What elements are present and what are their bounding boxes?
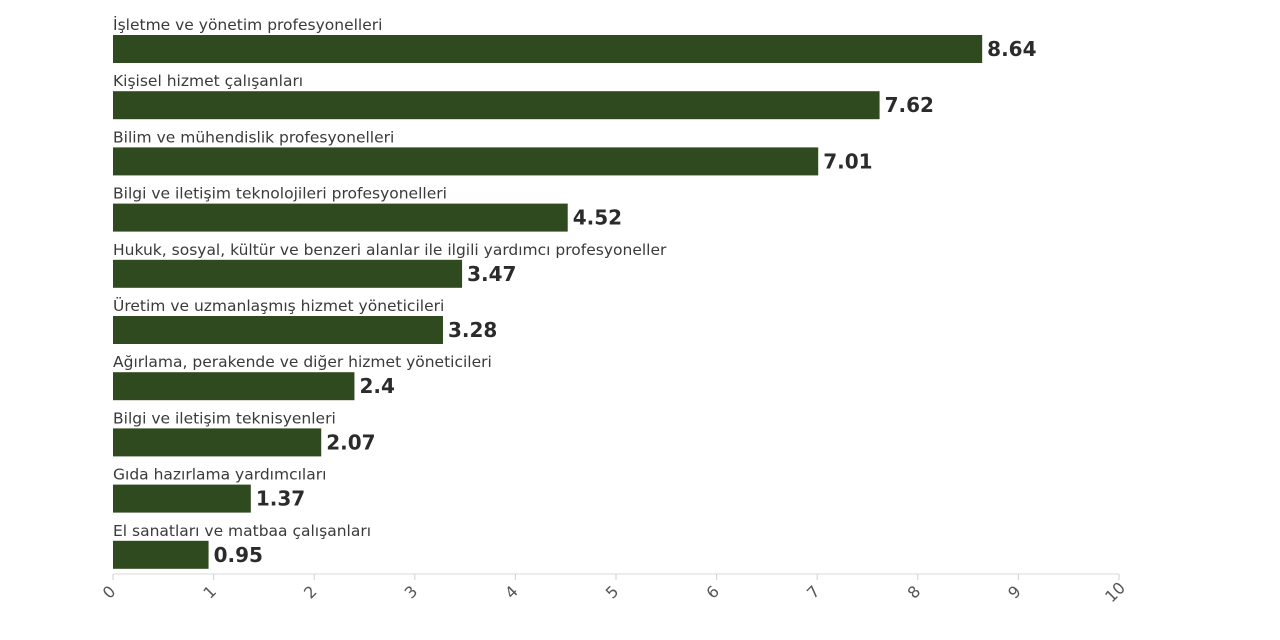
bar xyxy=(113,484,251,513)
value-label: 1.37 xyxy=(256,487,305,511)
category-label: Ağırlama, perakende ve diğer hizmet yöne… xyxy=(113,353,492,371)
value-label: 7.01 xyxy=(823,149,872,173)
category-label: Gıda hazırlama yardımcıları xyxy=(113,466,326,484)
x-tick-label: 9 xyxy=(1004,582,1025,603)
value-label: 3.47 xyxy=(467,262,516,286)
x-tick-label: 4 xyxy=(501,582,522,603)
bar xyxy=(113,259,463,288)
value-label: 2.07 xyxy=(326,430,375,454)
value-label: 4.52 xyxy=(573,206,622,230)
value-label: 0.95 xyxy=(214,543,263,567)
category-label: Bilim ve mühendislik profesyonelleri xyxy=(113,128,394,146)
value-label: 7.62 xyxy=(885,93,934,117)
bar xyxy=(113,372,355,401)
x-tick-label: 0 xyxy=(99,582,120,603)
bar xyxy=(113,35,983,63)
bar xyxy=(113,203,568,232)
category-label: Hukuk, sosyal, kültür ve benzeri alanlar… xyxy=(113,241,667,259)
category-label: Bilgi ve iletişim teknisyenleri xyxy=(113,409,336,427)
value-label: 3.28 xyxy=(448,318,497,342)
bar xyxy=(113,428,322,457)
bar xyxy=(113,91,880,120)
bar xyxy=(113,316,443,344)
x-tick-label: 5 xyxy=(602,582,623,603)
category-label: El sanatları ve matbaa çalışanları xyxy=(113,522,371,540)
category-label: Üretim ve uzmanlaşmış hizmet yöneticiler… xyxy=(113,296,444,315)
value-label: 2.4 xyxy=(359,374,394,398)
x-axis: 0 1 2 3 4 5 6 7 8 9 10 xyxy=(99,573,1129,606)
x-tick-label: 3 xyxy=(401,582,422,603)
x-tick-label: 6 xyxy=(702,582,723,603)
category-label: Kişisel hizmet çalışanları xyxy=(113,72,303,90)
x-tick-label: 1 xyxy=(199,582,220,603)
category-label: İşletme ve yönetim profesyonelleri xyxy=(113,15,382,34)
x-tick-label: 10 xyxy=(1101,578,1129,606)
category-label: Bilgi ve iletişim teknolojileri profesyo… xyxy=(113,185,447,203)
x-tick-label: 7 xyxy=(803,582,824,603)
x-tick-label: 2 xyxy=(300,582,321,603)
x-tick-label: 8 xyxy=(904,582,925,603)
bar xyxy=(113,540,209,569)
bars-layer: İşletme ve yönetim profesyonelleri 8.64 Ki… xyxy=(113,15,1037,569)
value-label: 8.64 xyxy=(987,37,1036,61)
bar xyxy=(113,147,819,176)
